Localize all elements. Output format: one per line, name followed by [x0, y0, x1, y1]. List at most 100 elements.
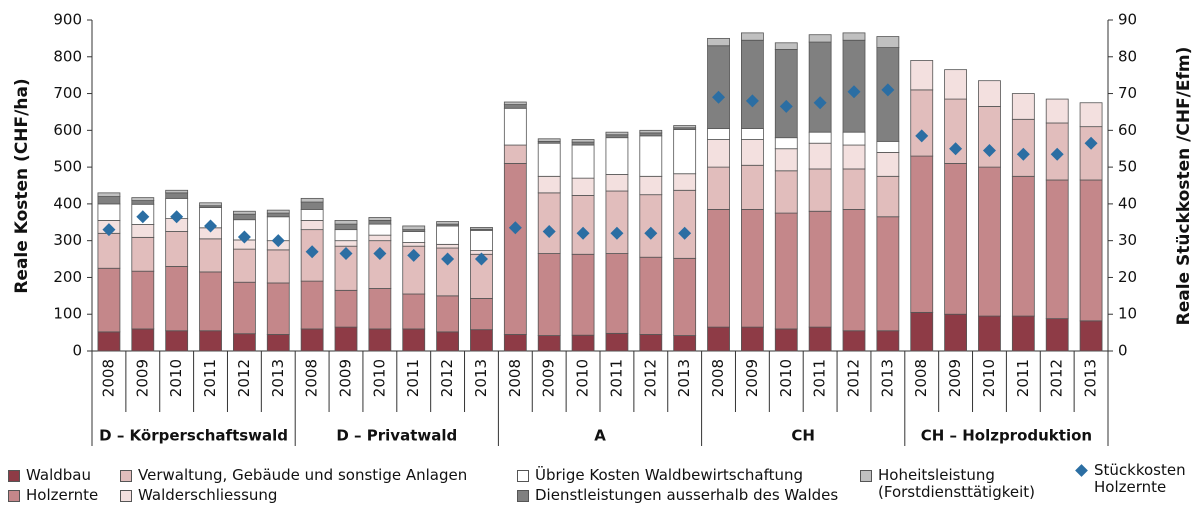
- group-label: D – Privatwald: [336, 427, 457, 445]
- diamond-marker: [712, 90, 726, 104]
- bar-segment: [978, 166, 1001, 317]
- bar-segment: [605, 190, 629, 254]
- bar-segment: [842, 144, 866, 170]
- x-tick-label: 2010: [574, 359, 592, 397]
- bar-segment: [673, 173, 697, 191]
- bar-segment: [1011, 93, 1035, 120]
- bar-segment: [368, 217, 392, 221]
- bar-segment: [876, 140, 900, 153]
- bar-segment: [741, 139, 764, 166]
- bar-segment: [300, 201, 324, 210]
- legend-label: Verwaltung, Gebäude und sonstige Anlagen: [138, 466, 468, 484]
- bar-segment: [1011, 175, 1035, 317]
- bar-segment: [808, 168, 832, 212]
- bar-segment: [1079, 320, 1103, 352]
- bar-segment: [639, 194, 663, 258]
- legend-swatch: [8, 470, 20, 482]
- bar-segment: [131, 328, 155, 352]
- bar-segment: [1079, 179, 1103, 322]
- bar-segment: [774, 148, 798, 172]
- bar-segment: [470, 227, 493, 230]
- x-tick-label: 2012: [235, 359, 253, 397]
- bar-segment: [978, 315, 1001, 352]
- diamond-marker: [542, 224, 556, 238]
- y2-tick-label: 70: [1118, 84, 1137, 102]
- diamond-marker: [339, 247, 353, 261]
- bar-segment: [571, 177, 595, 196]
- bar-segment: [436, 225, 460, 245]
- x-tick-label: 2013: [1082, 359, 1100, 397]
- diamond-marker: [779, 99, 793, 113]
- diamond-marker: [102, 223, 116, 237]
- legend-swatch: [8, 490, 20, 502]
- bar-segment: [165, 330, 189, 352]
- bar-segment: [232, 281, 256, 335]
- bar-segment: [741, 209, 764, 328]
- bar-segment: [673, 129, 697, 175]
- bar-segment: [503, 334, 527, 352]
- bar-segment: [876, 151, 900, 177]
- bar-segment: [537, 335, 561, 352]
- diamond-marker: [1084, 136, 1098, 150]
- legend-item: Holzernte: [8, 487, 98, 504]
- bar-segment: [842, 32, 866, 41]
- bar-segment: [402, 328, 426, 352]
- bar-segment: [978, 80, 1001, 107]
- bar-segment: [1045, 179, 1069, 320]
- bar-segment: [944, 163, 967, 315]
- group-label: CH – Holzproduktion: [921, 427, 1092, 445]
- bar-segment: [368, 288, 392, 330]
- y2-tick-label: 60: [1118, 121, 1137, 139]
- bar-segment: [165, 192, 189, 199]
- bar-segment: [266, 334, 290, 352]
- legend-label: Übrige Kosten Waldbewirtschaftung: [535, 466, 804, 484]
- bar-segment: [1045, 98, 1069, 124]
- x-tick-label: 2009: [337, 359, 355, 397]
- bar-segment: [639, 129, 663, 134]
- bar-segment: [639, 175, 663, 196]
- y-tick-label: 100: [53, 305, 82, 323]
- bar-segment: [808, 34, 832, 43]
- diamond-marker: [881, 83, 895, 97]
- bar-segment: [741, 326, 764, 352]
- bar-segment: [470, 229, 493, 251]
- legend-item: Waldbau: [8, 467, 91, 484]
- bar-segment: [436, 221, 460, 225]
- bar-segment: [944, 313, 967, 352]
- legend-swatch: [120, 470, 132, 482]
- bar-segment: [436, 331, 460, 352]
- y-axis-title: Reale Kosten (CHF/ha): [12, 78, 32, 293]
- diamond-marker: [745, 94, 759, 108]
- diamond-marker: [813, 96, 827, 110]
- bar-segment: [131, 224, 155, 238]
- bar-segment: [537, 253, 561, 336]
- bar-segment: [774, 212, 798, 330]
- diamond-marker: [610, 226, 624, 240]
- bar-segment: [808, 210, 832, 328]
- bar-segment: [605, 137, 629, 175]
- bar-segment: [334, 220, 358, 225]
- bar-segment: [402, 242, 426, 247]
- bar-segment: [707, 45, 730, 129]
- bar-segment: [165, 231, 189, 267]
- diamond-marker: [847, 85, 861, 99]
- bar-segment: [876, 330, 900, 352]
- bar-segment: [199, 202, 222, 207]
- bar-segment: [673, 335, 697, 352]
- diamond-marker: [949, 142, 963, 156]
- bar-segment: [300, 220, 324, 231]
- x-tick-label: 2009: [133, 359, 151, 397]
- bar-segment: [266, 209, 290, 214]
- legend-swatch: [1075, 464, 1088, 477]
- y2-tick-label: 80: [1118, 47, 1137, 65]
- bar-segment: [605, 253, 629, 334]
- legend-label: Dienstleistungen ausserhalb des Waldes: [535, 486, 839, 504]
- bar-segment: [774, 49, 798, 139]
- bar-segment: [368, 234, 392, 242]
- bar-segment: [232, 333, 256, 352]
- diamond-marker: [644, 226, 658, 240]
- bar-segment: [503, 144, 527, 164]
- x-tick-label: 2010: [167, 359, 185, 397]
- x-tick-label: 2009: [540, 359, 558, 397]
